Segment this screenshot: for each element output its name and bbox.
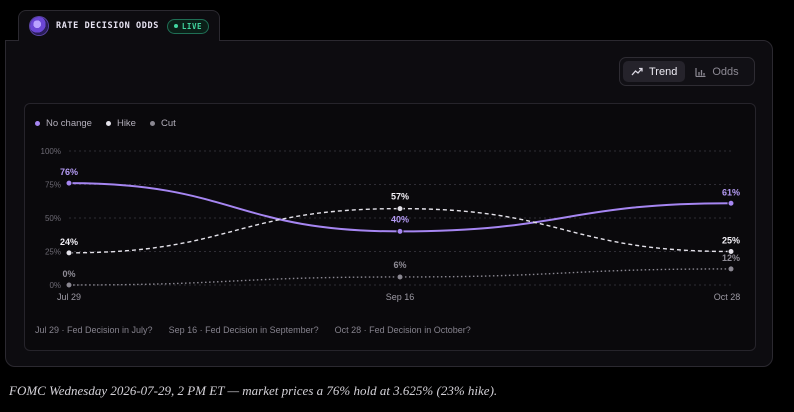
legend-dot-cut	[149, 121, 155, 126]
data-label: 57%	[391, 192, 409, 202]
data-label: 12%	[722, 253, 740, 263]
legend-dot-hike	[105, 121, 111, 126]
legend-label-no-change: No change	[46, 118, 92, 129]
data-point	[65, 179, 73, 187]
caption-text: FOMC Wednesday 2026-07-29, 2 PM ET — mar…	[9, 383, 498, 398]
data-label: 0%	[62, 269, 75, 279]
data-point	[727, 265, 735, 273]
title-tab: RATE DECISION ODDS LIVE	[18, 10, 220, 41]
legend-label-hike: Hike	[116, 118, 136, 129]
live-dot-icon	[173, 24, 178, 28]
data-point	[727, 199, 735, 207]
y-tick-label: 50%	[45, 214, 61, 223]
chart-legend: No change Hike Cut	[35, 118, 176, 129]
legend-item-hike: Hike	[105, 118, 136, 129]
y-tick-label: 0%	[49, 281, 61, 290]
data-label: 76%	[60, 167, 78, 177]
data-point	[65, 249, 73, 257]
event-note-sep: Sep 16 · Fed Decision in September?	[168, 325, 319, 335]
trend-tab-label: Trend	[649, 65, 678, 78]
data-label: 25%	[722, 236, 740, 246]
data-label: 24%	[60, 237, 78, 247]
series-line-cut	[68, 268, 732, 286]
event-note-jul: Jul 29 · Fed Decision in July?	[35, 325, 153, 335]
data-point	[65, 281, 73, 289]
data-point	[396, 227, 404, 235]
event-notes: Jul 29 · Fed Decision in July? Sep 16 · …	[35, 325, 471, 335]
live-badge: LIVE	[166, 18, 209, 34]
trend-tab-button[interactable]: Trend	[623, 61, 686, 82]
data-point	[396, 273, 404, 281]
legend-dot-no-change	[35, 121, 40, 126]
y-tick-label: 25%	[45, 248, 61, 257]
x-tick-label: Oct 28	[714, 292, 741, 302]
y-tick-label: 75%	[45, 181, 61, 190]
data-label: 61%	[722, 187, 740, 197]
event-note-oct: Oct 28 · Fed Decision in October?	[334, 325, 471, 335]
odds-tab-button[interactable]: Odds	[687, 61, 746, 82]
data-point	[727, 248, 735, 255]
data-label: 6%	[393, 260, 406, 270]
y-tick-label: 100%	[41, 147, 61, 156]
legend-item-no-change: No change	[35, 118, 92, 129]
view-toggle: Trend Odds	[619, 57, 755, 86]
live-label: LIVE	[181, 21, 202, 31]
bar-chart-icon	[695, 67, 706, 77]
x-tick-label: Jul 29	[57, 292, 81, 302]
panel-title: RATE DECISION ODDS	[56, 21, 159, 31]
legend-item-cut: Cut	[149, 118, 176, 129]
globe-logo-icon	[30, 17, 48, 35]
x-tick-label: Sep 16	[386, 292, 415, 302]
trend-line-icon	[631, 67, 643, 76]
data-point	[396, 205, 404, 213]
chart-area	[24, 103, 756, 351]
legend-label-cut: Cut	[160, 118, 176, 129]
odds-tab-label: Odds	[712, 65, 739, 78]
data-label: 40%	[391, 214, 409, 224]
